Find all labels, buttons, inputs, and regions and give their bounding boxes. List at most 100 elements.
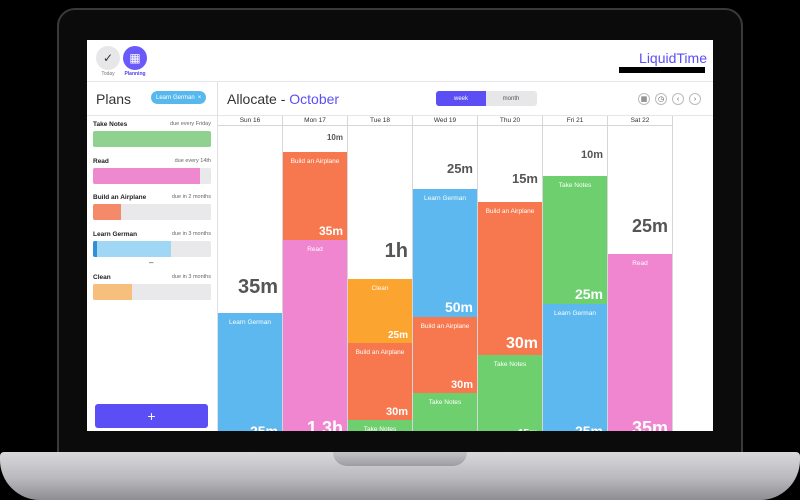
- filter-chip-label: Learn German: [156, 94, 195, 101]
- task-block-label: Read: [307, 246, 323, 253]
- plan-progress-bar: [93, 168, 211, 184]
- task-block[interactable]: Clean 25m: [348, 279, 412, 343]
- top-bar: ✓ Today ▦ Planning LiquidTime: [87, 40, 713, 82]
- free-time-label: 10m: [326, 133, 343, 142]
- task-block-label: Clean: [371, 285, 389, 292]
- day-header: Tue 18: [348, 116, 412, 126]
- day-header: Sat 22: [608, 116, 672, 126]
- task-block[interactable]: Learn German 50m: [413, 189, 477, 317]
- plan-name: Clean: [93, 274, 111, 281]
- task-block-duration: 25m: [574, 286, 603, 302]
- plan-progress-fill: [93, 204, 122, 220]
- filter-chip[interactable]: Learn German ×: [151, 91, 207, 104]
- brand-logo: LiquidTime: [639, 50, 707, 66]
- plan-progress-fill: [93, 168, 201, 184]
- task-block[interactable]: Build an Airplane 30m: [348, 343, 412, 420]
- task-block-label: Read: [632, 260, 648, 267]
- day-column: Sat 22 25m Read 35m: [608, 116, 673, 431]
- day-header: Sun 16: [218, 116, 282, 126]
- plans-sidebar: Plans Learn German × Take Notes due every…: [87, 82, 218, 431]
- week-toggle[interactable]: week: [436, 91, 486, 106]
- day-header: Mon 17: [283, 116, 347, 126]
- plans-title: Plans: [96, 91, 132, 107]
- task-block-duration: 25m: [387, 330, 408, 341]
- task-block[interactable]: Learn German 25m: [543, 304, 607, 431]
- plan-due: due in 3 months: [171, 274, 211, 280]
- plan-due: due in 3 months: [171, 231, 211, 237]
- task-block-duration: 25m: [249, 423, 278, 431]
- today-button[interactable]: ✓: [96, 46, 120, 70]
- view-toggle: week month: [436, 91, 537, 106]
- task-block-duration: 30m: [505, 335, 538, 352]
- planning-label: Planning: [124, 71, 146, 77]
- calendar-icon[interactable]: ▦: [638, 93, 650, 105]
- task-block-duration: 35m: [318, 224, 343, 238]
- task-block[interactable]: Read 1.3h: [283, 240, 347, 431]
- task-block-duration: 1.3h: [306, 418, 343, 431]
- calendar-month[interactable]: October: [289, 91, 340, 107]
- check-icon: ✓: [102, 51, 114, 65]
- free-time-label: 25m: [446, 161, 473, 176]
- plan-due: due every Friday: [170, 121, 211, 127]
- task-block-duration: 35m: [631, 418, 668, 431]
- plan-name: Read: [93, 158, 109, 165]
- app-screen: ✓ Today ▦ Planning LiquidTime Plans Lear…: [87, 40, 713, 431]
- calendar-title: Allocate - October: [227, 91, 339, 107]
- close-icon[interactable]: ×: [197, 94, 202, 101]
- calendar-title-prefix: Allocate -: [227, 91, 290, 107]
- plan-name: Take Notes: [93, 121, 128, 128]
- day-column: Mon 17 10m Build an Airplane 35m Read 1.3h: [283, 116, 348, 431]
- task-block[interactable]: Take Notes 25m: [543, 176, 607, 304]
- plan-due: due every 14th: [174, 158, 211, 164]
- sidebar-divider: [87, 115, 217, 116]
- task-block-label: Build an Airplane: [485, 208, 535, 215]
- day-header: Thu 20: [478, 116, 542, 126]
- plan-progress-bar: [93, 131, 211, 147]
- plan-name: Learn German: [93, 231, 138, 238]
- day-column: Fri 21 10m Take Notes 25m Learn German 25m: [543, 116, 608, 431]
- calendar-panel: Allocate - October week month ▦ ◷ ‹ › Su…: [218, 82, 713, 431]
- plan-progress-bar: [93, 241, 211, 257]
- task-block[interactable]: Take Notes15m: [413, 393, 477, 431]
- task-block[interactable]: Build an Airplane 30m: [413, 317, 477, 393]
- free-time-label: 15m: [511, 171, 538, 186]
- day-column: Tue 18 1h Clean 25m Build an Airplane 30m Take…: [348, 116, 413, 431]
- task-block-duration: 25m: [574, 423, 603, 431]
- task-block-label: Build an Airplane: [290, 158, 340, 165]
- task-block[interactable]: Learn German 25m: [218, 313, 282, 431]
- today-label: Today: [101, 71, 115, 77]
- chevron-right-icon[interactable]: ›: [689, 93, 701, 105]
- clock-icon[interactable]: ◷: [655, 93, 667, 105]
- plan-due: due in 2 months: [171, 194, 211, 200]
- plan-note: –: [149, 258, 154, 267]
- calendar-icon: ▦: [129, 51, 141, 65]
- task-block-duration: 50m: [444, 299, 473, 315]
- task-block-label: Learn German: [424, 195, 466, 202]
- task-block-label: Take Notes: [428, 399, 462, 406]
- plan-progress-bar: [93, 284, 211, 300]
- task-block-duration: 30m: [450, 379, 473, 391]
- chevron-left-icon[interactable]: ‹: [672, 93, 684, 105]
- task-block-label: Build an Airplane: [355, 349, 405, 356]
- plan-progress-fill: [93, 131, 211, 147]
- task-block[interactable]: Build an Airplane 30m: [478, 202, 542, 355]
- task-block-label: Take Notes: [493, 361, 527, 368]
- task-block[interactable]: Read 35m: [608, 254, 672, 431]
- plan-name: Build an Airplane: [93, 194, 147, 201]
- task-block[interactable]: Build an Airplane 35m: [283, 152, 347, 240]
- task-block-label: Take Notes: [363, 426, 397, 431]
- task-block-duration: 15m: [518, 428, 538, 431]
- week-grid: Sun 16 35m Learn German 25m Mon 17 10m Build a…: [218, 116, 713, 431]
- add-plan-button[interactable]: +: [95, 404, 208, 428]
- task-block-label: Take Notes: [558, 182, 592, 189]
- task-block[interactable]: Take Notes 15m: [478, 355, 542, 431]
- planning-button[interactable]: ▦: [123, 46, 147, 70]
- day-column: Thu 20 15m Build an Airplane 30m Take Notes 1…: [478, 116, 543, 431]
- month-toggle[interactable]: month: [502, 95, 520, 102]
- redacted-bar: [619, 67, 705, 73]
- task-block-label: Learn German: [229, 319, 271, 326]
- task-block-label: Learn German: [554, 310, 596, 317]
- free-time-label: 10m: [580, 149, 603, 161]
- task-block[interactable]: Take Notes: [348, 420, 412, 431]
- day-header: Wed 19: [413, 116, 477, 126]
